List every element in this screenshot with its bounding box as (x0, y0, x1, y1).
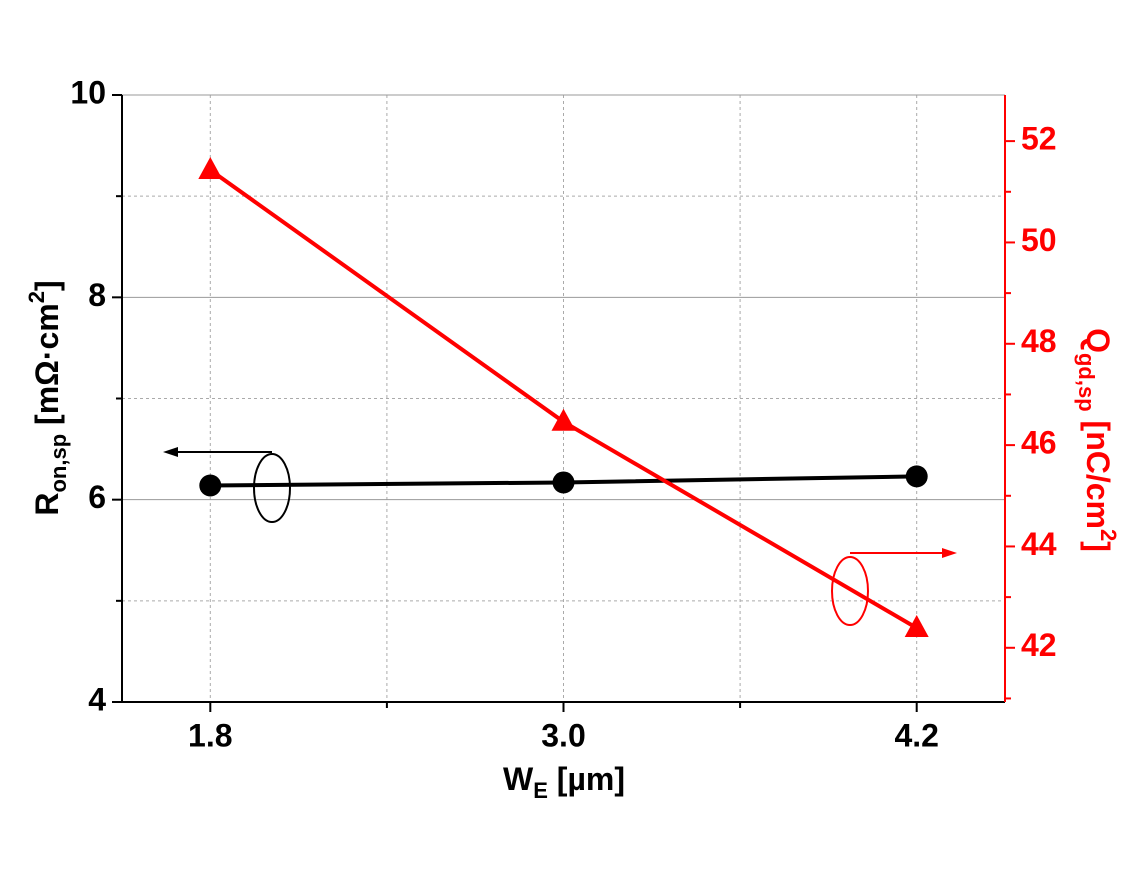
marker (198, 156, 223, 179)
y2-axis-label: Qgd,sp [nC/cm2] (1074, 328, 1121, 552)
y2-tick-label: 50 (1021, 222, 1057, 258)
annotations (163, 447, 957, 626)
arrow-head (942, 548, 957, 558)
x-tick-label: 1.8 (188, 717, 232, 753)
marker (551, 408, 576, 431)
y-axis-label: Ron,sp [mΩ·cm2] (24, 280, 71, 515)
ellipse (253, 453, 291, 523)
grid (122, 94, 1005, 703)
x-tick-label: 3.0 (541, 717, 585, 753)
arrow-head (163, 447, 178, 457)
ellipse (831, 556, 869, 626)
y-tick-label: 8 (88, 277, 106, 313)
x-axis-label: WE [µm] (503, 761, 625, 802)
y2-tick-label: 48 (1021, 323, 1057, 359)
x-tick-label: 4.2 (894, 717, 938, 753)
y2-tick-label: 52 (1021, 121, 1057, 157)
y2-tick-label: 46 (1021, 425, 1057, 461)
y-tick-label: 6 (88, 479, 106, 515)
y-tick-label: 10 (70, 74, 106, 110)
marker (199, 474, 222, 497)
y2-tick-label: 42 (1021, 627, 1057, 663)
y-tick-label: 4 (88, 681, 106, 717)
marker (905, 465, 928, 488)
marker (904, 615, 929, 638)
y2-tick-label: 44 (1021, 526, 1057, 562)
marker (552, 471, 575, 494)
